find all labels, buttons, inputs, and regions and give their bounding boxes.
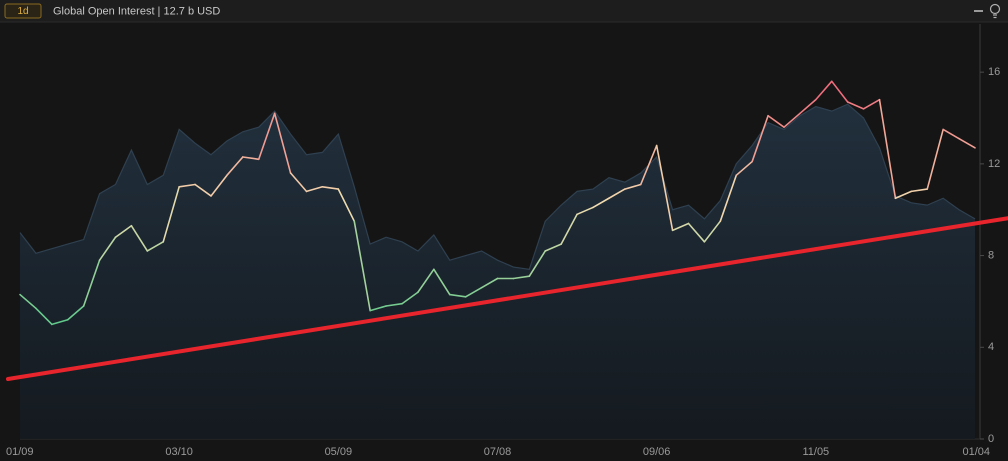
x-tick-label: 07/08	[484, 446, 512, 458]
line-segment	[464, 286, 483, 298]
line-segment	[592, 197, 610, 209]
line-segment	[544, 243, 562, 252]
line-segment	[830, 80, 849, 103]
x-tick-label: 03/10	[165, 446, 193, 458]
line-segment	[751, 114, 769, 163]
x-tick-label: 01/09	[6, 446, 34, 458]
line-segment	[528, 250, 547, 278]
y-tick-label: 8	[988, 249, 994, 261]
y-tick-label: 12	[988, 158, 1000, 170]
line-segment	[448, 293, 467, 298]
interval-button-label[interactable]: 1d	[17, 6, 28, 17]
line-segment	[735, 160, 753, 177]
line-segment	[639, 144, 658, 186]
line-segment	[687, 222, 706, 243]
line-segment	[894, 190, 913, 200]
line-segment	[273, 112, 292, 174]
line-segment	[480, 277, 499, 289]
line-segment	[417, 268, 435, 294]
line-segment	[799, 98, 817, 115]
line-segment	[878, 98, 897, 200]
line-segment	[862, 98, 881, 110]
chart-title: Global Open Interest | 12.7 b USD	[53, 5, 220, 17]
line-segment	[51, 318, 69, 326]
line-segment	[66, 305, 85, 321]
line-segment	[114, 224, 133, 239]
line-segment	[162, 185, 180, 243]
line-segment	[194, 183, 212, 197]
line-segment	[560, 213, 578, 245]
trend-line	[6, 216, 1008, 382]
y-tick-label: 16	[988, 66, 1000, 78]
x-tick-label: 01/04	[962, 446, 990, 458]
line-segment	[783, 112, 801, 128]
line-segment	[242, 156, 260, 161]
line-segment	[19, 293, 37, 310]
line-segment	[703, 220, 722, 243]
line-segment	[576, 206, 594, 216]
line-segment	[815, 80, 833, 101]
line-segment	[846, 101, 865, 110]
line-segment	[353, 220, 371, 312]
line-segment	[226, 156, 244, 177]
y-tick-label: 0	[988, 433, 994, 445]
line-segment	[512, 275, 531, 280]
line-segment	[130, 224, 149, 252]
line-segment	[655, 144, 674, 232]
line-segment	[98, 236, 117, 261]
line-segment	[926, 128, 944, 190]
line-segment	[257, 112, 276, 161]
line-segment	[178, 183, 196, 188]
line-segment	[910, 188, 929, 193]
line-segment	[210, 174, 228, 197]
line-segment	[289, 172, 308, 193]
hint-icon[interactable]	[989, 3, 1001, 19]
line-segment	[958, 137, 976, 149]
line-segment	[719, 174, 738, 222]
line-segment	[767, 114, 785, 128]
line-segment	[35, 307, 53, 326]
line-segment	[624, 183, 642, 190]
x-tick-label: 09/06	[643, 446, 671, 458]
line-segment	[671, 222, 690, 232]
line-segment	[385, 302, 403, 307]
x-tick-label: 11/05	[802, 446, 829, 458]
line-segment	[305, 185, 324, 193]
line-segment	[369, 305, 387, 312]
x-tick-label: 05/09	[325, 446, 353, 458]
line-segment	[401, 291, 419, 305]
area-fill	[20, 104, 975, 439]
area-line	[19, 103, 976, 270]
header-bar	[0, 0, 1008, 22]
line-segment	[942, 128, 960, 140]
line-segment	[608, 188, 626, 200]
interval-button[interactable]	[4, 3, 42, 19]
line-segment	[337, 188, 356, 222]
line-segment	[321, 185, 340, 190]
line-segment	[433, 268, 451, 296]
line-segment	[146, 241, 165, 252]
line-segment	[82, 259, 101, 307]
y-tick-label: 4	[988, 341, 994, 353]
